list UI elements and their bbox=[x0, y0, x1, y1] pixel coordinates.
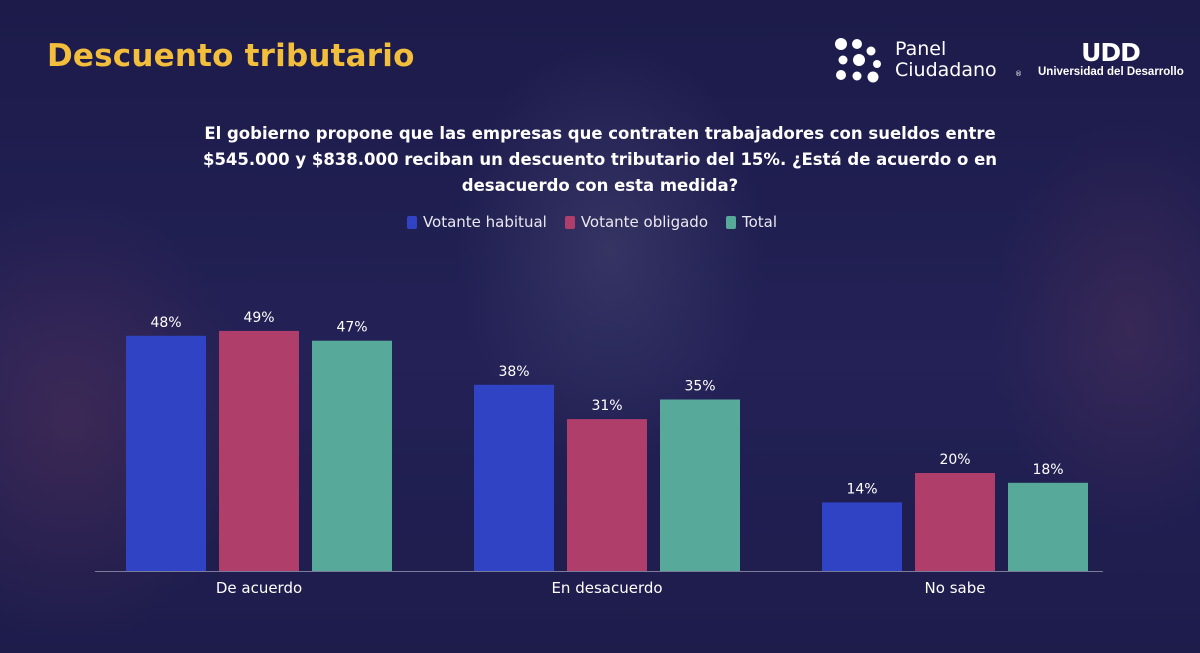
question-line-3: desacuerdo con esta medida? bbox=[461, 176, 739, 195]
legend-swatch-votante-habitual bbox=[406, 215, 417, 229]
udd-logo-mark: UDD bbox=[1081, 38, 1141, 67]
panel-ciudadano-wordmark: Panel Ciudadano bbox=[895, 39, 997, 81]
bar-label-en-desacuerdo-total: 35% bbox=[684, 379, 715, 395]
bar-en-desacuerdo-votante-obligado bbox=[567, 419, 647, 571]
survey-question: El gobierno propone que las empresas que… bbox=[150, 121, 1050, 199]
category-label-de-acuerdo: De acuerdo bbox=[216, 579, 302, 597]
chart-legend: Votante habitual Votante obligado Total bbox=[0, 213, 1184, 231]
bar-label-en-desacuerdo-votante-habitual: 38% bbox=[498, 364, 529, 380]
legend-label-votante-obligado: Votante obligado bbox=[580, 213, 708, 231]
question-line-1: El gobierno propone que las empresas que… bbox=[204, 124, 996, 143]
logo-panel-line1: Panel bbox=[895, 38, 947, 60]
legend-label-total: Total bbox=[742, 213, 778, 231]
bar-de-acuerdo-votante-habitual bbox=[126, 335, 206, 571]
panel-ciudadano-dots-icon bbox=[835, 38, 881, 83]
bar-label-no-sabe-votante-obligado: 20% bbox=[939, 452, 970, 468]
category-label-en-desacuerdo: En desacuerdo bbox=[551, 579, 662, 597]
legend-item-votante-obligado: Votante obligado bbox=[564, 213, 708, 231]
bar-no-sabe-total bbox=[1008, 482, 1088, 571]
question-line-2: $545.000 y $838.000 reciban un descuento… bbox=[202, 150, 998, 169]
bar-no-sabe-votante-obligado bbox=[915, 473, 995, 571]
bar-label-de-acuerdo-total: 47% bbox=[336, 320, 367, 336]
legend-item-votante-habitual: Votante habitual bbox=[406, 213, 547, 231]
registered-mark: ® bbox=[1015, 70, 1022, 78]
bar-label-no-sabe-votante-habitual: 14% bbox=[846, 481, 877, 497]
bar-en-desacuerdo-total bbox=[660, 399, 740, 571]
bar-label-no-sabe-total: 18% bbox=[1032, 462, 1063, 478]
udd-logo-name: Universidad del Desarrollo bbox=[1038, 66, 1184, 78]
bar-label-en-desacuerdo-votante-obligado: 31% bbox=[591, 398, 622, 414]
bar-no-sabe-votante-habitual bbox=[822, 502, 902, 571]
legend-label-votante-habitual: Votante habitual bbox=[422, 213, 547, 231]
udd-logo: UDD Universidad del Desarrollo bbox=[1038, 38, 1184, 84]
legend-swatch-votante-obligado bbox=[564, 215, 575, 229]
bar-en-desacuerdo-votante-habitual bbox=[474, 384, 554, 571]
bar-de-acuerdo-total bbox=[312, 340, 392, 571]
bar-label-de-acuerdo-votante-habitual: 48% bbox=[150, 315, 181, 331]
category-label-no-sabe: No sabe bbox=[925, 579, 986, 597]
logo-panel-line2: Ciudadano bbox=[895, 59, 997, 81]
panel-ciudadano-logo: Panel Ciudadano ® bbox=[833, 37, 1033, 87]
legend-swatch-total bbox=[726, 215, 736, 229]
bar-label-de-acuerdo-votante-obligado: 49% bbox=[243, 310, 274, 326]
legend-item-total: Total bbox=[726, 213, 777, 231]
bar-de-acuerdo-votante-obligado bbox=[219, 330, 299, 571]
page-title: Descuento tributario bbox=[47, 38, 415, 74]
